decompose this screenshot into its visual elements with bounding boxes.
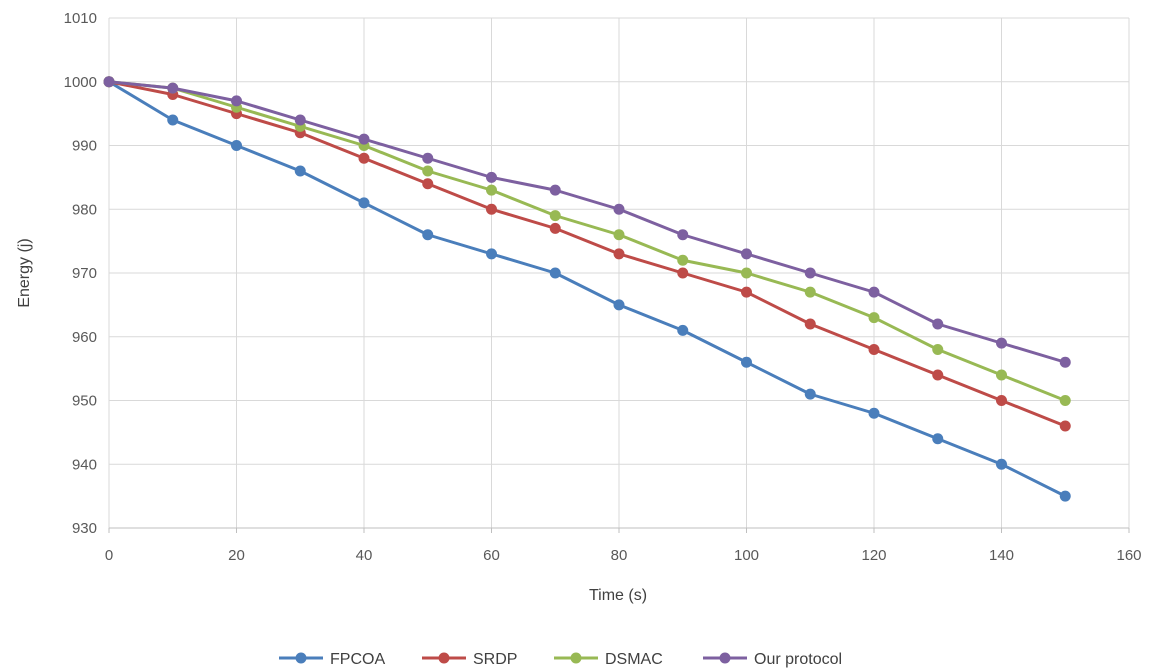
data-point — [550, 210, 561, 221]
data-point — [422, 229, 433, 240]
data-point — [677, 268, 688, 279]
data-point — [486, 204, 497, 215]
gridlines — [109, 18, 1129, 528]
data-point — [869, 312, 880, 323]
data-point — [1060, 421, 1071, 432]
data-point — [805, 389, 816, 400]
legend-item: Our protocol — [703, 651, 842, 668]
y-tick-label: 930 — [72, 520, 97, 537]
y-tick-label: 970 — [72, 265, 97, 282]
x-axis-label: Time (s) — [589, 587, 647, 604]
data-point — [359, 153, 370, 164]
legend-swatch-marker — [296, 653, 307, 664]
data-point — [359, 197, 370, 208]
data-point — [1060, 395, 1071, 406]
legend-label: Our protocol — [754, 651, 842, 668]
y-tick-label: 990 — [72, 138, 97, 155]
data-point — [231, 140, 242, 151]
x-tick-label: 40 — [356, 547, 373, 564]
data-point — [805, 287, 816, 298]
data-point — [932, 319, 943, 330]
legend-label: DSMAC — [605, 651, 663, 668]
series-line — [109, 82, 1065, 363]
data-point — [741, 357, 752, 368]
series-lines — [104, 76, 1071, 501]
data-point — [805, 319, 816, 330]
legend-item: DSMAC — [554, 651, 663, 668]
data-point — [295, 115, 306, 126]
data-point — [1060, 357, 1071, 368]
legend-label: FPCOA — [330, 651, 385, 668]
data-point — [869, 344, 880, 355]
x-tick-label: 20 — [228, 547, 245, 564]
data-point — [295, 166, 306, 177]
legend-swatch-marker — [571, 653, 582, 664]
data-point — [614, 204, 625, 215]
data-point — [932, 370, 943, 381]
y-tick-label: 1000 — [64, 74, 97, 91]
y-tick-label: 960 — [72, 329, 97, 346]
y-tick-label: 940 — [72, 456, 97, 473]
data-point — [614, 229, 625, 240]
data-point — [932, 433, 943, 444]
data-point — [1060, 491, 1071, 502]
x-tick-label: 120 — [861, 547, 886, 564]
x-tick-label: 60 — [483, 547, 500, 564]
data-point — [550, 185, 561, 196]
data-point — [996, 459, 1007, 470]
data-point — [422, 178, 433, 189]
legend-label: SRDP — [473, 651, 517, 668]
legend: FPCOA SRDP DSMAC Our protocol — [279, 651, 842, 668]
axes: 930 940 950 960 970 980 990 1000 1010 0 20 40 60 80 10… — [64, 10, 1142, 564]
data-point — [869, 408, 880, 419]
data-point — [677, 325, 688, 336]
data-point — [486, 172, 497, 183]
data-point — [741, 248, 752, 259]
legend-swatch-marker — [439, 653, 450, 664]
y-axis-label: Energy (j) — [16, 238, 33, 307]
data-point — [104, 76, 115, 87]
series-fpcoa — [104, 76, 1071, 501]
x-tick-label: 80 — [611, 547, 628, 564]
data-point — [741, 287, 752, 298]
data-point — [677, 255, 688, 266]
legend-item: FPCOA — [279, 651, 385, 668]
data-point — [677, 229, 688, 240]
y-tick-label: 950 — [72, 393, 97, 410]
data-point — [422, 166, 433, 177]
legend-item: SRDP — [422, 651, 517, 668]
data-point — [805, 268, 816, 279]
data-point — [996, 338, 1007, 349]
data-point — [996, 370, 1007, 381]
data-point — [614, 299, 625, 310]
data-point — [231, 95, 242, 106]
series-srdp — [104, 76, 1071, 431]
x-tick-label: 160 — [1116, 547, 1141, 564]
data-point — [550, 268, 561, 279]
data-point — [486, 185, 497, 196]
y-tick-label: 980 — [72, 201, 97, 218]
data-point — [741, 268, 752, 279]
data-point — [550, 223, 561, 234]
data-point — [614, 248, 625, 259]
data-point — [486, 248, 497, 259]
x-tick-label: 0 — [105, 547, 113, 564]
x-tick-label: 140 — [989, 547, 1014, 564]
data-point — [932, 344, 943, 355]
data-point — [359, 134, 370, 145]
series-line — [109, 82, 1065, 426]
legend-swatch-marker — [720, 653, 731, 664]
data-point — [167, 83, 178, 94]
data-point — [422, 153, 433, 164]
data-point — [167, 115, 178, 126]
series-line — [109, 82, 1065, 496]
x-tick-label: 100 — [734, 547, 759, 564]
data-point — [996, 395, 1007, 406]
series-our-protocol — [104, 76, 1071, 368]
y-tick-label: 1010 — [64, 10, 97, 27]
data-point — [869, 287, 880, 298]
